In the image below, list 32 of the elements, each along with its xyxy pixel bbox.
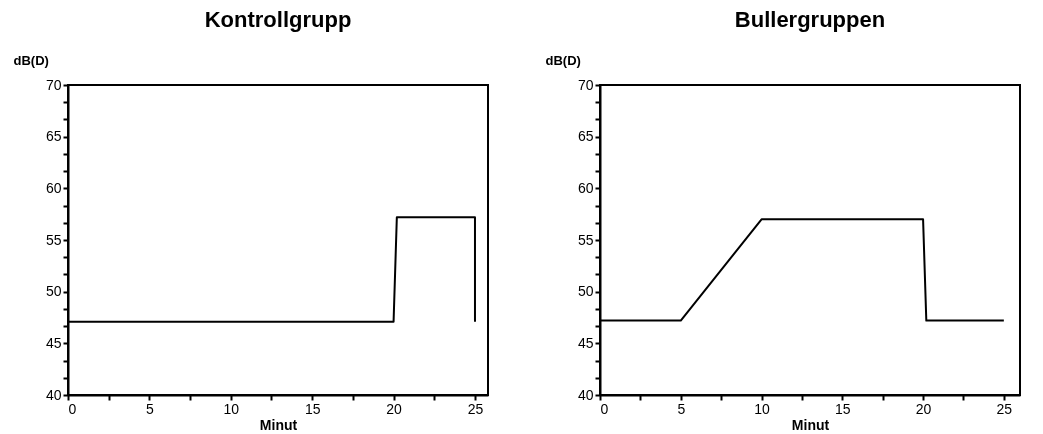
y-tick-label: 45: [577, 334, 594, 351]
y-tick-label: 70: [45, 76, 62, 93]
y-tick-label: 50: [45, 283, 62, 300]
x-axis-title: Minut: [791, 416, 830, 433]
y-tick-label: 70: [577, 76, 594, 93]
x-tick-label: 25: [996, 400, 1013, 417]
chart-title: Bullergruppen: [734, 7, 886, 32]
y-tick-label: 40: [577, 386, 594, 403]
x-tick-label: 0: [68, 400, 77, 417]
x-tick-label: 20: [915, 400, 932, 417]
chart-title: Kontrollgrupp: [204, 7, 352, 32]
y-tick-label: 40: [45, 386, 62, 403]
y-tick-label: 60: [45, 179, 62, 196]
x-tick-label: 15: [835, 400, 851, 417]
y-axis-title: dB(D): [13, 52, 49, 68]
y-tick-label: 45: [45, 334, 62, 351]
x-tick-label: 15: [304, 400, 321, 417]
x-tick-label: 20: [386, 400, 403, 417]
x-axis-title: Minut: [259, 416, 298, 433]
y-tick-label: 65: [45, 128, 62, 145]
y-tick-label: 55: [45, 231, 62, 248]
y-tick-label: 65: [577, 128, 594, 145]
x-tick-label: 0: [600, 400, 609, 417]
y-tick-label: 50: [577, 283, 594, 300]
x-tick-label: 10: [223, 400, 240, 417]
y-tick-label: 60: [577, 179, 594, 196]
x-tick-label: 10: [754, 400, 771, 417]
x-tick-label: 25: [467, 400, 484, 417]
x-tick-label: 5: [677, 400, 686, 417]
y-tick-label: 55: [577, 231, 594, 248]
y-axis-title: dB(D): [545, 52, 581, 68]
x-tick-label: 5: [146, 400, 154, 417]
